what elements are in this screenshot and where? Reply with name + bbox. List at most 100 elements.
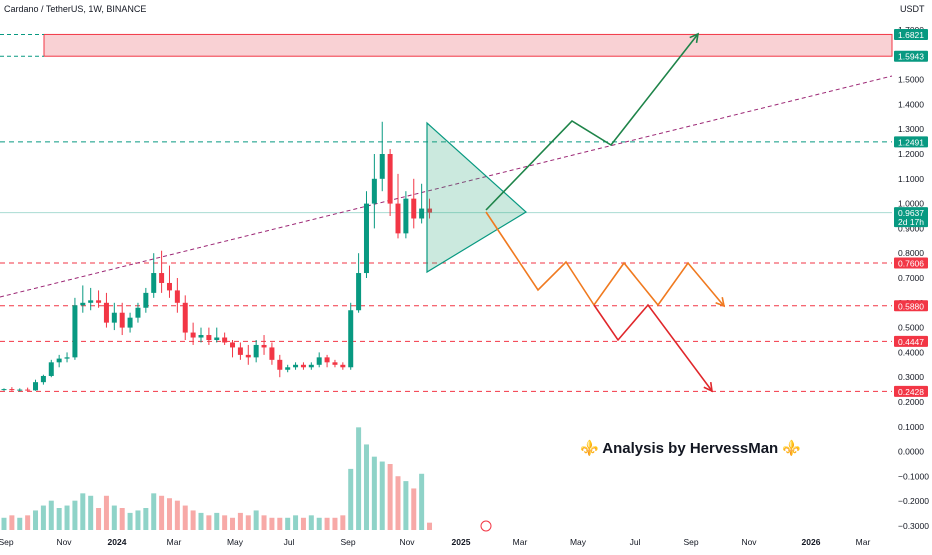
price-badge-label: 0.9637 [898,208,924,218]
candle-body [40,375,46,383]
volume-bar [174,500,180,530]
volume-bar [261,515,267,530]
x-tick-label: Mar [513,537,528,547]
volume-bar [332,517,338,530]
volume-bar [411,488,417,530]
sideways-projection-arrow-head [715,297,726,308]
candle-body [166,282,172,291]
volume-bar [395,476,401,530]
volume-bar [206,515,212,530]
volume-bar [9,515,15,530]
volume-bar [159,495,165,530]
volume-bar [222,515,228,530]
y-tick-label: −0.3000 [898,521,929,531]
x-tick-label: Nov [741,537,757,547]
bullish-projection-arrow [485,33,699,211]
bearish-projection-arrow-head [703,381,713,393]
volume-bar [40,505,46,530]
candle-body [261,344,267,348]
candle-body [96,300,102,303]
volume-bar [269,517,275,530]
price-badge-label: 1.2491 [898,137,924,147]
candle-body [72,305,78,358]
x-tick-label: Mar [856,537,871,547]
volume-bar [403,481,409,530]
y-tick-label: −0.2000 [898,496,929,506]
price-badge [894,385,928,397]
candle-body [222,337,228,343]
volume-bar [348,468,354,530]
resistance-zone [43,33,893,57]
candle-body [64,357,70,359]
y-tick-label: 0.8000 [898,248,924,258]
candle-body [127,317,133,328]
candle-body [316,357,322,365]
candle-body [427,208,433,213]
candle-body [88,300,94,303]
candle-body [277,359,283,370]
price-badge-countdown: 2d 17h [898,217,924,227]
y-tick-label: 1.1000 [898,174,924,184]
candle-body [9,389,15,391]
volume-bar [96,508,102,530]
x-tick-label: Sep [683,537,698,547]
y-tick-label: 1.4000 [898,99,924,109]
candle-body [332,362,338,365]
volume-bar [33,510,39,530]
candle-body [237,347,243,355]
bearish-projection-arrow [593,303,713,392]
candle-body [103,302,109,323]
price-badge-label: 1.6821 [898,30,924,40]
volume-bar [119,508,125,530]
volume-bar [127,512,133,530]
chart-title: Cardano / TetherUS, 1W, BINANCE [4,4,146,14]
price-badge [894,207,928,228]
volume-bar [277,517,283,530]
candle-body [269,347,275,360]
price-badge [894,28,928,40]
candle-body [17,389,23,391]
volume-bar [166,498,172,530]
x-tick-label: Mar [167,537,182,547]
x-tick-label: 2025 [452,537,471,547]
volume-bar [237,512,243,530]
candle-body [119,312,125,328]
candle-body [33,382,39,391]
candle-body [80,302,86,306]
triangle-pattern [426,121,528,274]
flash-icon [480,520,492,532]
candle-body [356,273,362,311]
y-tick-label: 0.9000 [898,223,924,233]
y-tick-label: 1.2000 [898,149,924,159]
y-tick-label: 0.3000 [898,372,924,382]
volume-bar [363,444,369,530]
trend-line [0,75,893,298]
volume-bar [56,508,62,530]
volume-bar [253,510,259,530]
candle-body [308,364,314,368]
volume-bar [25,515,31,530]
candle-body [143,292,149,308]
volume-bar [293,515,299,530]
candle-body [419,208,425,219]
y-tick-label: 0.1000 [898,422,924,432]
bullish-projection-arrow-head [689,32,700,44]
candle-body [403,198,409,234]
volume-bar [379,461,385,530]
candle-body [371,178,377,204]
candle-body [285,367,291,370]
candle-body [159,273,165,283]
price-badge-label: 0.7606 [898,258,924,268]
volume-bar [285,517,291,530]
volume-bar [324,517,330,530]
y-tick-label: 0.2000 [898,397,924,407]
volume-bar [356,427,362,530]
x-tick-label: Nov [399,537,415,547]
price-badge [894,335,928,347]
candle-body [111,312,117,323]
candle-body [1,389,7,391]
x-tick-label: 2024 [108,537,127,547]
y-tick-label: 0.4000 [898,347,924,357]
